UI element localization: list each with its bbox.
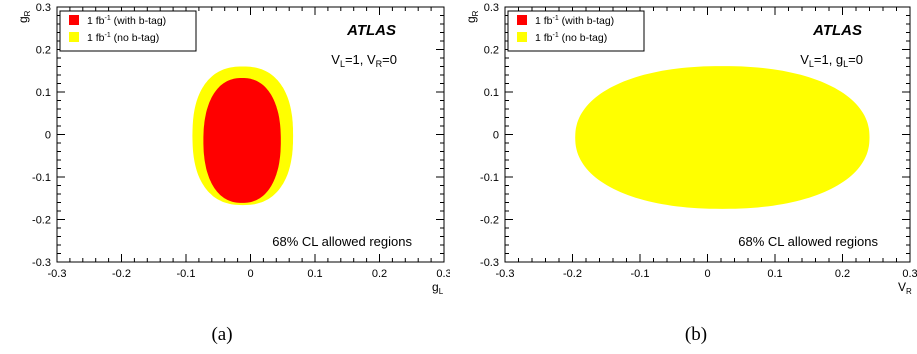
- condition-label: VL=1, VR=0: [331, 52, 397, 69]
- legend-swatch: [517, 15, 527, 25]
- y-axis-label: gR: [16, 10, 32, 23]
- y-tick-label: 0.3: [36, 2, 51, 14]
- legend-box: [59, 10, 197, 52]
- y-tick-label: 0.1: [36, 87, 51, 99]
- cl-annotation: 68% CL allowed regions: [272, 234, 412, 249]
- x-tick-label: 0: [247, 268, 253, 280]
- legend-swatch: [69, 15, 79, 25]
- allowed-regions-1: [575, 66, 870, 209]
- legend-label: 1 fb-1 (no b-tag): [535, 32, 607, 44]
- x-axis-label: gL: [432, 280, 444, 296]
- contour-chart-b: -0.3 -0.2 -0.1 0 0.1 0.2 0.3 -0.3 -0.2 -0.1 0 0.1 0.…: [464, 2, 917, 296]
- x-tick-label: -0.1: [177, 268, 196, 280]
- y-tick-label: 0.2: [484, 45, 499, 57]
- condition-label: VL=1, gL=0: [800, 52, 863, 69]
- region-series-1: [203, 78, 281, 203]
- x-axis-label: VR: [898, 280, 912, 296]
- figure-panel-b: -0.3 -0.2 -0.1 0 0.1 0.2 0.3 -0.3 -0.2 -0.1 0 0.1 0.…: [460, 0, 917, 354]
- x-tick-label: -0.2: [563, 268, 582, 280]
- legend: 1 fb-1 (with b-tag) 1 fb-1 (no b-tag): [507, 10, 645, 52]
- legend-label: 1 fb-1 (with b-tag): [87, 15, 166, 27]
- x-tick-label: 0.1: [307, 268, 322, 280]
- y-tick-label: 0.2: [36, 45, 51, 57]
- y-tick-label: -0.1: [480, 172, 499, 184]
- region-series-1: [575, 66, 870, 209]
- x-tick-label: -0.3: [496, 268, 515, 280]
- x-tick-label: 0: [704, 268, 710, 280]
- x-tick-label: 0.1: [767, 268, 782, 280]
- y-tick-label: -0.3: [32, 257, 51, 269]
- axis-ticks: [56, 6, 445, 263]
- y-axis-label: gR: [464, 10, 480, 23]
- x-tick-label: -0.3: [48, 268, 67, 280]
- x-tick-label: 0.3: [902, 268, 917, 280]
- y-tick-label: 0: [45, 130, 51, 142]
- atlas-label: ATLAS: [812, 22, 862, 39]
- legend-label: 1 fb-1 (no b-tag): [87, 32, 159, 44]
- x-tick-label: -0.1: [631, 268, 650, 280]
- atlas-label: ATLAS: [346, 22, 396, 39]
- y-tick-label: -0.2: [32, 215, 51, 227]
- y-tick-label: 0: [493, 130, 499, 142]
- y-tick-label: -0.3: [480, 257, 499, 269]
- caption-a: (a): [211, 324, 233, 345]
- y-tick-label: -0.2: [480, 215, 499, 227]
- y-tick-label: 0.3: [484, 2, 499, 14]
- figure-panel-a: -0.3 -0.2 -0.1 0 0.1 0.2 0.3 -0.3 -0.2 -0.1 0 0.1 0.…: [0, 0, 450, 354]
- x-tick-label: 0.2: [372, 268, 387, 280]
- y-tick-label: -0.1: [32, 172, 51, 184]
- caption-b: (b): [684, 324, 708, 345]
- x-tick-label: 0.3: [436, 268, 450, 280]
- x-tick-label: -0.2: [112, 268, 131, 280]
- cl-annotation: 68% CL allowed regions: [738, 234, 878, 249]
- x-tick-label: 0.2: [835, 268, 850, 280]
- legend-swatch: [69, 32, 79, 42]
- legend-swatch: [517, 32, 527, 42]
- legend-label: 1 fb-1 (with b-tag): [535, 15, 614, 27]
- y-tick-label: 0.1: [484, 87, 499, 99]
- contour-chart-a: -0.3 -0.2 -0.1 0 0.1 0.2 0.3 -0.3 -0.2 -0.1 0 0.1 0.…: [16, 2, 450, 296]
- legend: 1 fb-1 (with b-tag) 1 fb-1 (no b-tag): [59, 10, 197, 52]
- allowed-regions-0: [192, 66, 294, 206]
- legend-box: [507, 10, 645, 52]
